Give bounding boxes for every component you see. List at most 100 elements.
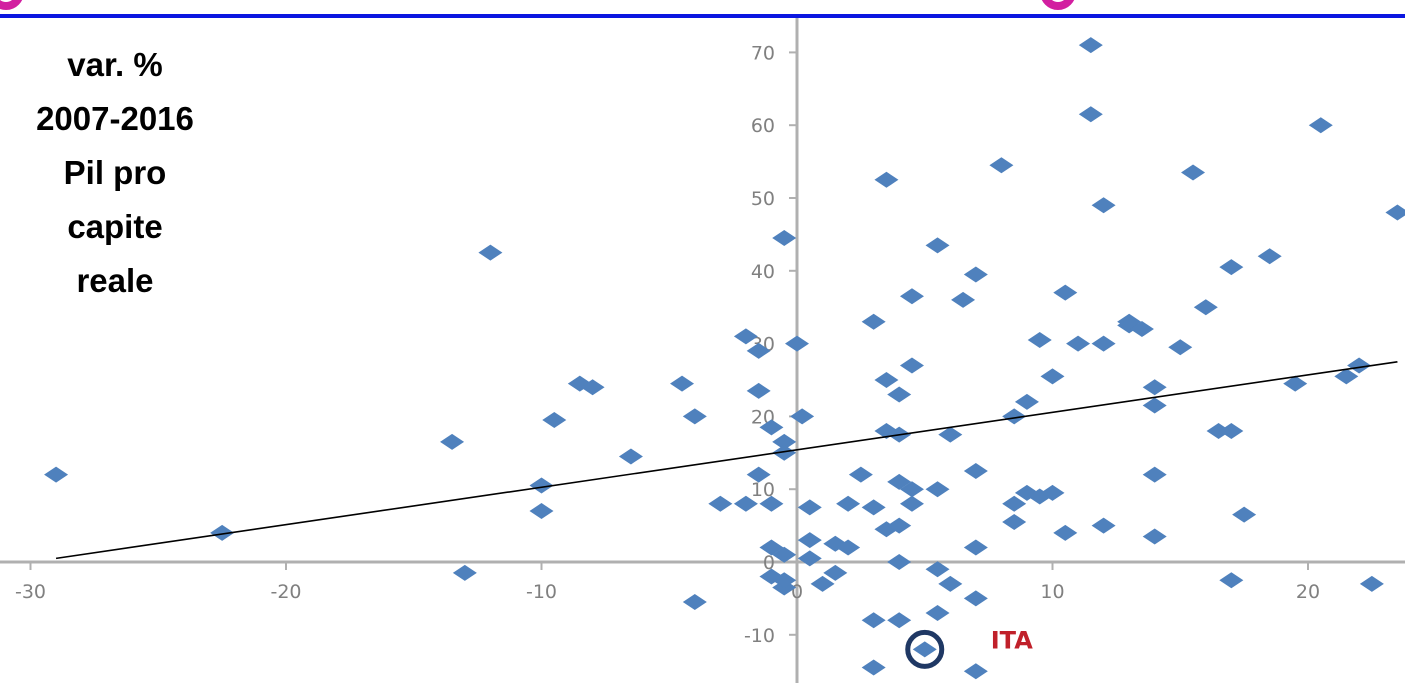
- data-point: [899, 357, 924, 374]
- data-point: [440, 433, 465, 450]
- data-point: [1347, 357, 1372, 374]
- data-point: [1257, 248, 1282, 265]
- data-point: [733, 495, 758, 512]
- data-point: [963, 663, 988, 680]
- data-point: [938, 426, 963, 443]
- data-point: [899, 288, 924, 305]
- data-point: [1040, 484, 1065, 501]
- data-point: [759, 419, 784, 436]
- data-point: [1334, 368, 1359, 385]
- y-axis-label: var. % 2007-2016 Pil pro capite reale: [0, 38, 230, 308]
- data-point: [772, 433, 797, 450]
- data-point: [963, 539, 988, 556]
- data-point: [682, 594, 707, 611]
- x-tick-label: -30: [15, 581, 46, 603]
- data-point: [887, 554, 912, 570]
- y-tick-label: -10: [744, 625, 775, 647]
- data-point: [874, 372, 899, 388]
- data-point: [785, 335, 809, 352]
- data-point: [1091, 335, 1116, 352]
- data-point: [580, 379, 605, 396]
- data-point: [542, 412, 567, 429]
- data-point: [1283, 375, 1308, 392]
- x-tick-label: 10: [1040, 581, 1064, 603]
- data-point: [452, 564, 477, 581]
- data-point: [836, 495, 861, 512]
- data-point: [1053, 284, 1078, 301]
- y-axis-label-line: 2007-2016: [36, 100, 194, 137]
- data-point: [1142, 528, 1167, 545]
- data-point: [733, 328, 758, 345]
- y-tick-label: 50: [751, 188, 775, 210]
- data-point: [1359, 575, 1384, 592]
- data-point: [682, 408, 707, 425]
- data-point: [1014, 393, 1039, 410]
- data-point: [1002, 495, 1027, 512]
- data-point: [708, 495, 733, 512]
- data-point: [887, 517, 912, 534]
- y-axis-label-line: Pil pro: [63, 154, 167, 191]
- highlight-label: ITA: [991, 626, 1033, 654]
- data-point: [1385, 204, 1405, 221]
- data-point: [618, 448, 643, 465]
- data-point: [790, 408, 815, 425]
- data-point: [925, 481, 950, 498]
- x-tick-label: 0: [791, 581, 803, 603]
- data-point: [1091, 517, 1116, 534]
- data-point: [1193, 299, 1218, 316]
- data-point: [746, 342, 771, 359]
- data-point: [759, 495, 784, 512]
- data-point: [1308, 117, 1333, 134]
- y-axis-label-line: reale: [76, 262, 154, 299]
- data-point: [925, 561, 950, 578]
- data-point: [1129, 321, 1154, 338]
- data-point: [797, 532, 822, 549]
- data-point: [1142, 466, 1167, 483]
- x-tick-label: -20: [270, 581, 301, 603]
- data-point: [925, 237, 950, 254]
- data-point: [861, 612, 886, 629]
- data-point: [810, 575, 835, 592]
- y-tick-label: 10: [751, 479, 775, 501]
- y-axis-label-line: var. %: [67, 46, 163, 83]
- data-point: [899, 481, 924, 498]
- data-point: [529, 477, 554, 494]
- data-point: [44, 466, 69, 483]
- data-point: [772, 572, 797, 589]
- data-point: [746, 466, 771, 483]
- data-point: [797, 550, 822, 567]
- trend-line: [55, 361, 1398, 560]
- data-point: [1232, 506, 1257, 523]
- data-point: [772, 230, 797, 247]
- data-point: [1053, 524, 1078, 541]
- data-point: [1002, 408, 1027, 425]
- data-point: [887, 386, 912, 403]
- data-point: [836, 539, 861, 556]
- highlight-point: [912, 641, 937, 658]
- data-point: [938, 575, 963, 592]
- data-point: [925, 604, 950, 621]
- data-point: [772, 546, 797, 563]
- data-point: [1078, 106, 1103, 123]
- data-point: [848, 466, 873, 483]
- data-point: [963, 590, 988, 607]
- data-point: [746, 382, 771, 399]
- data-point: [989, 157, 1014, 174]
- y-tick-label: 70: [751, 42, 775, 64]
- data-point: [899, 495, 924, 512]
- highlight-ring: [905, 629, 945, 669]
- data-point: [797, 499, 822, 516]
- data-point: [861, 659, 886, 676]
- y-tick-label: 40: [751, 261, 775, 283]
- data-point: [478, 244, 503, 261]
- data-point: [861, 499, 886, 516]
- data-point: [1168, 339, 1193, 356]
- data-point: [1002, 513, 1027, 530]
- data-point: [1091, 197, 1116, 214]
- data-point: [1027, 331, 1052, 348]
- data-point: [874, 171, 899, 188]
- data-point: [210, 524, 235, 541]
- data-point: [1142, 397, 1167, 414]
- data-point: [1066, 335, 1091, 352]
